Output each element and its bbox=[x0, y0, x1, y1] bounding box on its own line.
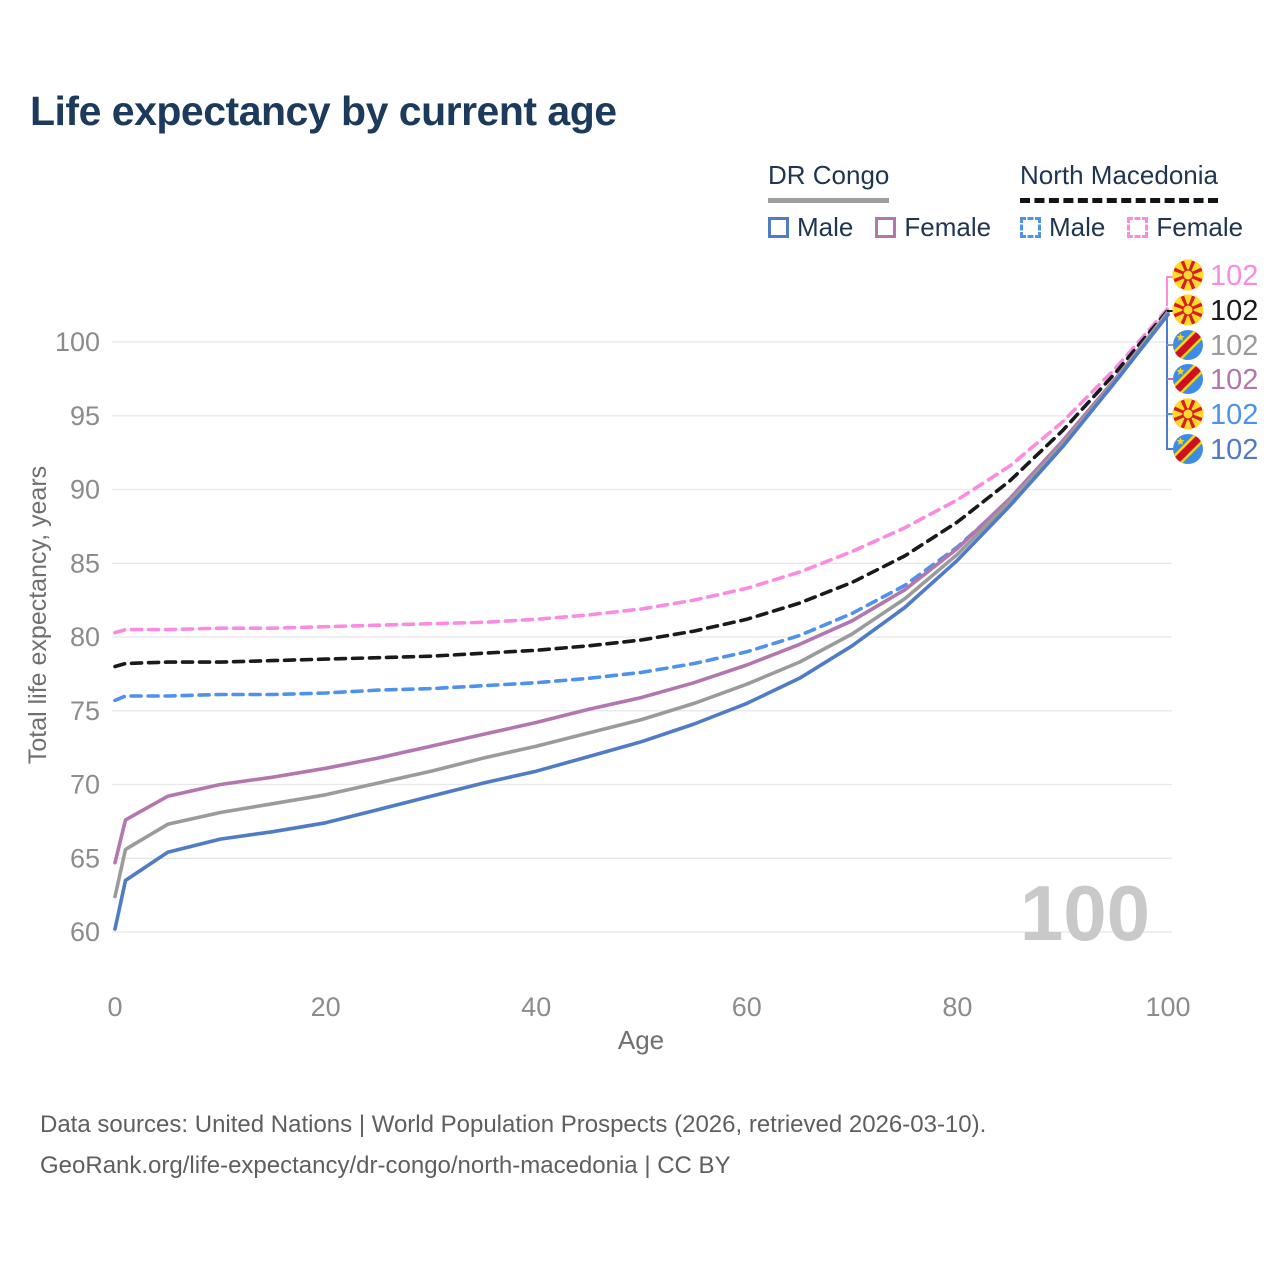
leader-line-nm-female bbox=[1166, 276, 1173, 306]
footer-attribution: GeoRank.org/life-expectancy/dr-congo/nor… bbox=[40, 1152, 731, 1179]
legend-items-north-macedonia: Male Female bbox=[1020, 212, 1243, 243]
y-tick-label-100: 100 bbox=[55, 327, 100, 357]
end-label-flag-north-macedonia bbox=[1171, 293, 1205, 327]
nm-male-swatch-icon bbox=[1020, 217, 1041, 238]
legend-header-dr-congo: DR Congo bbox=[768, 160, 890, 203]
end-label-flag-dr-congo bbox=[1172, 363, 1204, 395]
end-label-value: 102 bbox=[1210, 260, 1258, 292]
legend-label-nm-male: Male bbox=[1049, 212, 1106, 242]
y-tick-label-75: 75 bbox=[70, 696, 100, 726]
page-title: Life expectancy by current age bbox=[30, 88, 617, 134]
end-label-flag-dr-congo bbox=[1172, 433, 1204, 465]
end-label-flag-north-macedonia bbox=[1171, 397, 1205, 431]
series-line-nm-female bbox=[113, 306, 1170, 635]
y-tick-label-70: 70 bbox=[70, 770, 100, 800]
end-label-value: 102 bbox=[1210, 295, 1258, 327]
age-counter-watermark: 100 bbox=[1020, 869, 1150, 957]
y-tick-label-85: 85 bbox=[70, 548, 100, 578]
legend-item-nm-female: Female bbox=[1127, 212, 1243, 243]
y-tick-label-60: 60 bbox=[70, 917, 100, 947]
x-tick-label-80: 80 bbox=[942, 992, 972, 1022]
legend-label-drc-male: Male bbox=[797, 212, 854, 242]
series-line-nm-total bbox=[113, 308, 1170, 669]
end-label-flag-north-macedonia bbox=[1171, 258, 1205, 292]
y-axis-title: Total life expectancy, years bbox=[24, 466, 52, 764]
end-label-value: 102 bbox=[1210, 330, 1258, 362]
footer: Data sources: United Nations | World Pop… bbox=[40, 1104, 986, 1186]
end-label-value: 102 bbox=[1210, 434, 1258, 466]
line-chart-plot: 60 65 70 75 80 85 90 95 100 0 20 40 60 80 100 Total lif… bbox=[24, 258, 1258, 1055]
legend-label-drc-female: Female bbox=[904, 212, 992, 242]
x-tick-label-100: 100 bbox=[1145, 992, 1190, 1022]
end-label-value: 102 bbox=[1210, 364, 1258, 396]
x-tick-label-60: 60 bbox=[732, 992, 762, 1022]
series-line-drc-total bbox=[113, 310, 1170, 899]
x-axis-title: Age bbox=[618, 1025, 664, 1055]
x-tick-label-0: 0 bbox=[107, 992, 122, 1022]
legend-header-north-macedonia: North Macedonia bbox=[1020, 160, 1218, 203]
x-tick-label-40: 40 bbox=[521, 992, 551, 1022]
legend-group-north-macedonia: North Macedonia Male Female bbox=[1020, 160, 1243, 243]
y-tick-label-80: 80 bbox=[70, 622, 100, 652]
y-tick-label-65: 65 bbox=[70, 843, 100, 873]
x-tick-label-20: 20 bbox=[311, 992, 341, 1022]
legend-item-drc-female: Female bbox=[875, 212, 991, 243]
drc-male-swatch-icon bbox=[768, 217, 789, 238]
series-line-drc-female bbox=[113, 310, 1170, 865]
legend-item-nm-male: Male bbox=[1020, 212, 1105, 243]
leader-line-drc-male bbox=[1166, 316, 1173, 450]
legend-group-dr-congo: DR Congo Male Female bbox=[768, 160, 991, 243]
y-tick-label-95: 95 bbox=[70, 401, 100, 431]
series-line-drc-male bbox=[113, 312, 1170, 931]
legend-item-drc-male: Male bbox=[768, 212, 853, 243]
legend-items-dr-congo: Male Female bbox=[768, 212, 991, 243]
legend-label-nm-female: Female bbox=[1156, 212, 1244, 242]
end-label-flag-dr-congo bbox=[1172, 329, 1204, 361]
nm-female-swatch-icon bbox=[1127, 217, 1149, 238]
end-label-value: 102 bbox=[1210, 399, 1258, 431]
drc-female-swatch-icon bbox=[875, 217, 897, 238]
y-tick-label-90: 90 bbox=[70, 475, 100, 505]
footer-data-sources: Data sources: United Nations | World Pop… bbox=[40, 1111, 987, 1138]
